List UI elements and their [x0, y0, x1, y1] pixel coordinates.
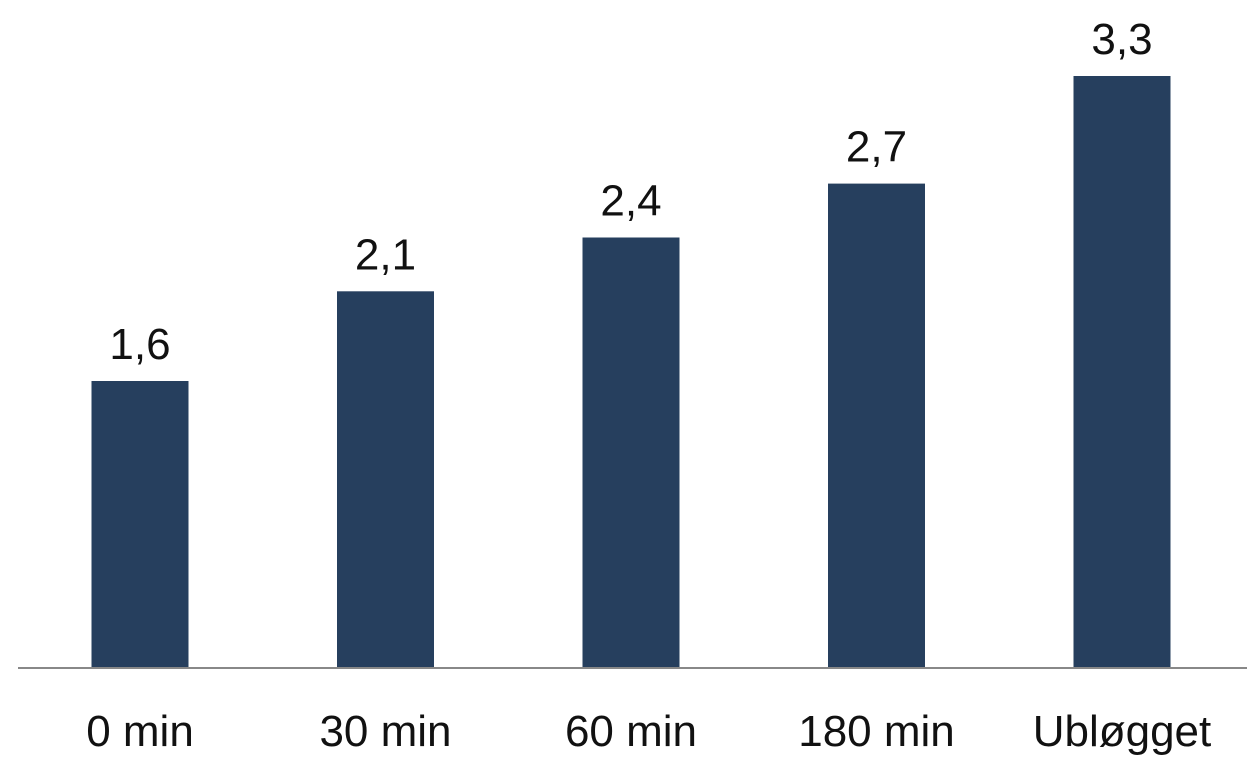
- data-label-2: 2,4: [600, 177, 661, 226]
- bar-3: [828, 183, 925, 668]
- bar-4: [1073, 76, 1171, 668]
- x-tick-label-0: 0 min: [86, 707, 194, 756]
- data-label-3: 2,7: [846, 123, 907, 172]
- x-tick-label-3: 180 min: [798, 707, 955, 756]
- bar-1: [337, 291, 434, 668]
- bars: [91, 76, 1171, 668]
- bar-2: [582, 237, 680, 668]
- data-label-0: 1,6: [109, 320, 170, 369]
- x-tick-label-4: Ubløgget: [1033, 707, 1212, 756]
- x-tick-label-1: 30 min: [319, 707, 451, 756]
- data-label-4: 3,3: [1091, 15, 1152, 64]
- x-axis-tick-labels: 0 min 30 min 60 min 180 min Ubløgget: [86, 707, 1211, 756]
- data-labels: 1,6 2,1 2,4 2,7 3,3: [109, 15, 1152, 369]
- x-tick-label-2: 60 min: [565, 707, 697, 756]
- data-label-1: 2,1: [355, 230, 416, 279]
- bar-0: [91, 381, 189, 668]
